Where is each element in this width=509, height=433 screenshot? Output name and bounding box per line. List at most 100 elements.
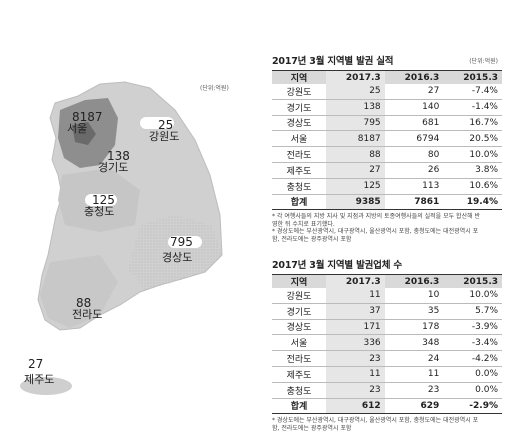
cell: -7.4% bbox=[443, 84, 502, 100]
header-2017: 2017.3 bbox=[326, 70, 385, 84]
cell: 10.0% bbox=[443, 146, 502, 163]
cell: 88 bbox=[326, 146, 385, 163]
cell: -2.9% bbox=[443, 398, 502, 415]
cell: 전라도 bbox=[272, 146, 326, 163]
header-2015: 2015.3 bbox=[443, 274, 502, 288]
gangwon-name: 강원도 bbox=[149, 130, 180, 143]
table-row: 전라도 88 80 10.0% bbox=[272, 146, 502, 163]
cell: 10.0% bbox=[443, 288, 502, 304]
header-2017: 2017.3 bbox=[326, 274, 385, 288]
cell: 25 bbox=[326, 84, 385, 100]
cell: 5.7% bbox=[443, 303, 502, 320]
cell: 전라도 bbox=[272, 350, 326, 367]
cell: 합계 bbox=[272, 194, 326, 211]
cell: 3.8% bbox=[443, 162, 502, 179]
region-map: (단위:억원) 8187 서울 25 강원도 138 경기도 125 충청도 7… bbox=[20, 81, 229, 395]
cell: 9385 bbox=[326, 194, 385, 211]
gangwon-value: 25 bbox=[158, 118, 174, 132]
map-label-gyeongsang: 795 경상도 bbox=[162, 236, 193, 264]
cell: 경상도 bbox=[272, 115, 326, 132]
gyeonggi-name: 경기도 bbox=[98, 161, 129, 174]
cell: 113 bbox=[384, 178, 444, 195]
note-line: 영한 뒤 수치로 표기했다. bbox=[272, 220, 335, 228]
seoul-value: 8187 bbox=[72, 110, 103, 124]
cell: 강원도 bbox=[272, 288, 326, 304]
cell: 11 bbox=[326, 288, 385, 304]
cell: 0.0% bbox=[443, 366, 502, 383]
map-label-jeju: 27 제주도 bbox=[24, 358, 54, 386]
cell: 80 bbox=[384, 146, 444, 163]
cell: 제주도 bbox=[272, 162, 326, 179]
sales-table: 지역 2017.3 2016.3 2015.3 강원도 25 27 -7.4% 경기도… bbox=[272, 70, 502, 211]
table-row: 경상도 795 681 16.7% bbox=[272, 115, 502, 132]
cell: 7861 bbox=[384, 194, 444, 211]
sales-table-notes: * 각 여행사들의 지방 지사 및 지점과 지방의 토종여행사들의 실적을 모두… bbox=[272, 213, 502, 243]
table-total-row: 합계 612 629 -2.9% bbox=[272, 398, 502, 415]
label-bubble-gangwon bbox=[140, 117, 174, 129]
cell: 20.5% bbox=[443, 130, 502, 148]
jeolla-value: 88 bbox=[76, 296, 92, 310]
cell: 19.4% bbox=[443, 194, 502, 211]
note-line: * 경상도에는 부산광역시, 대구광역시, 울산광역시 포함, 충청도에는 대전… bbox=[272, 228, 479, 236]
gyeonggi-value: 138 bbox=[107, 149, 130, 163]
header-region: 지역 bbox=[272, 274, 326, 288]
gyeongsang-shape bbox=[128, 215, 222, 290]
cell: 서울 bbox=[272, 130, 326, 148]
agency-count-table-notes: * 경상도에는 부산광역시, 대구광역시, 울산광역시 포함, 충청도에는 대전… bbox=[272, 417, 502, 432]
sales-table-panel: 2017년 3월 지역별 발권 실적 (단위:억원) 지역 2017.3 201… bbox=[272, 53, 502, 243]
map-label-gyeonggi: 138 경기도 bbox=[98, 150, 130, 174]
header-region: 지역 bbox=[272, 70, 326, 84]
cell: 10 bbox=[384, 288, 444, 304]
seoul-shape bbox=[72, 122, 96, 145]
jeju-name: 제주도 bbox=[24, 373, 55, 386]
cell: 336 bbox=[326, 334, 385, 352]
cell: -4.2% bbox=[443, 350, 502, 367]
table-row: 서울 336 348 -3.4% bbox=[272, 334, 502, 352]
cell: 8187 bbox=[326, 130, 385, 148]
cell: 612 bbox=[326, 398, 385, 415]
cell: 171 bbox=[326, 319, 385, 336]
cell: 35 bbox=[384, 303, 444, 320]
note-line: * 경상도에는 부산광역시, 대구광역시, 울산광역시 포함, 충청도에는 대전… bbox=[272, 417, 479, 425]
cell: 37 bbox=[326, 303, 385, 320]
cell: -3.4% bbox=[443, 334, 502, 352]
cell: 178 bbox=[384, 319, 444, 336]
cell: 629 bbox=[384, 398, 444, 415]
note-line: 함, 전라도에는 광주광역시 포함 bbox=[272, 235, 352, 243]
cell: 제주도 bbox=[272, 366, 326, 383]
cell: 140 bbox=[384, 99, 444, 116]
table-header-row: 지역 2017.3 2016.3 2015.3 bbox=[272, 70, 502, 84]
map-label-seoul: 8187 서울 bbox=[67, 110, 103, 135]
cell: 795 bbox=[326, 115, 385, 132]
header-2016: 2016.3 bbox=[384, 70, 444, 84]
cell: 11 bbox=[384, 366, 444, 383]
cell: 경기도 bbox=[272, 99, 326, 116]
table-row: 경상도 171 178 -3.9% bbox=[272, 319, 502, 336]
cell: 24 bbox=[384, 350, 444, 367]
cell: 27 bbox=[384, 84, 444, 100]
table-header-row: 지역 2017.3 2016.3 2015.3 bbox=[272, 274, 502, 288]
jeolla-name: 전라도 bbox=[72, 308, 103, 321]
cell: 경상도 bbox=[272, 319, 326, 336]
cell: 23 bbox=[326, 350, 385, 367]
cell: 138 bbox=[326, 99, 385, 116]
note-line: * 각 여행사들의 지방 지사 및 지점과 지방의 토종여행사들의 실적을 모두… bbox=[272, 213, 481, 221]
chungcheong-value: 125 bbox=[92, 193, 115, 207]
cell: 0.0% bbox=[443, 382, 502, 399]
label-bubble-gyeongsang bbox=[168, 236, 202, 248]
map-label-jeolla: 88 전라도 bbox=[72, 297, 102, 321]
cell: 348 bbox=[384, 334, 444, 352]
cell: 681 bbox=[384, 115, 444, 132]
korea-map-graphic bbox=[20, 81, 223, 395]
note-line: 함, 전라도에는 광주광역시 포함 bbox=[272, 424, 352, 432]
cell: 충청도 bbox=[272, 178, 326, 195]
cell: 23 bbox=[326, 382, 385, 399]
cell: 125 bbox=[326, 178, 385, 195]
table-row: 경기도 138 140 -1.4% bbox=[272, 99, 502, 116]
table-row: 경기도 37 35 5.7% bbox=[272, 303, 502, 320]
cell: 10.6% bbox=[443, 178, 502, 195]
table-row: 강원도 11 10 10.0% bbox=[272, 288, 502, 304]
table-row: 제주도 11 11 0.0% bbox=[272, 366, 502, 383]
cell: 6794 bbox=[384, 130, 444, 148]
table-row: 충청도 23 23 0.0% bbox=[272, 382, 502, 399]
